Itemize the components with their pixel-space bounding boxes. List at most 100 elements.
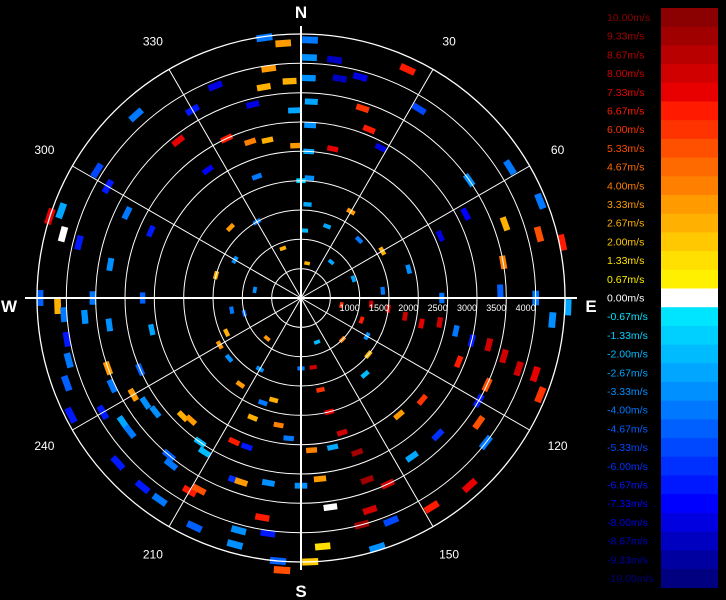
echo-gate-98	[472, 415, 486, 430]
echo-gate-104	[405, 450, 419, 463]
echo-gate-19	[261, 136, 274, 145]
colorbar-label-29: -9.33m/s	[607, 554, 648, 566]
colorbar-label-10: 3.33m/s	[607, 199, 644, 211]
echo-gate-146	[273, 421, 284, 429]
echo-gate-129	[185, 520, 203, 533]
colorbar-label-0: 10.00m/s	[607, 12, 650, 24]
azimuth-label-330: 330	[143, 34, 163, 48]
range-label-3000: 3000	[457, 303, 477, 313]
colorbar-swatch-30	[661, 569, 718, 589]
echo-gate-113	[336, 428, 348, 437]
echo-gate-117	[323, 503, 338, 512]
range-label-2000: 2000	[398, 303, 418, 313]
echo-gate-119	[314, 542, 331, 551]
colorbar-label-5: 6.67m/s	[607, 106, 644, 118]
echo-gate-147	[257, 398, 268, 407]
echo-gate-32	[411, 102, 427, 116]
echo-gate-156	[405, 264, 413, 275]
echo-gate-111	[368, 542, 386, 554]
azimuth-label-60: 60	[551, 143, 565, 157]
colorbar-label-12: 2.00m/s	[607, 236, 644, 248]
range-label-1000: 1000	[340, 303, 360, 313]
echo-gate-124	[283, 435, 295, 442]
echo-gate-9	[288, 107, 301, 114]
echo-gate-174	[263, 334, 271, 342]
echo-gate-151	[360, 369, 370, 379]
echo-gate-51	[74, 234, 84, 251]
colorbar-label-3: 8.00m/s	[607, 68, 644, 80]
echo-gate-173	[313, 339, 321, 345]
colorbar-label-2: 8.67m/s	[607, 49, 644, 61]
colorbar-label-25: -6.67m/s	[607, 480, 648, 492]
colorbar-label-20: -3.33m/s	[607, 386, 648, 398]
echo-gate-103	[393, 409, 405, 421]
echo-gate-63	[60, 374, 73, 392]
echo-gate-31	[374, 142, 388, 154]
echo-gate-160	[322, 223, 332, 230]
echo-gate-14	[326, 55, 343, 65]
colorbar-label-24: -6.00m/s	[607, 461, 648, 473]
colorbar-swatch-16	[661, 307, 718, 327]
echo-gate-6	[304, 175, 315, 181]
azimuth-line-300	[72, 165, 302, 299]
echo-gate-110	[362, 504, 378, 516]
colorbar-swatch-22	[661, 419, 718, 439]
colorbar-swatch-11	[661, 213, 718, 233]
echo-gate-126	[230, 525, 247, 536]
echo-gate-34	[128, 107, 145, 123]
velocity-colorbar: 10.00m/s 9.33m/s 8.67m/s 8.00m/s 7.33m/s 6.67…	[607, 8, 718, 589]
echo-gate-12	[275, 39, 292, 48]
range-label-4000: 4000	[516, 303, 536, 313]
colorbar-label-23: -5.33m/s	[607, 442, 648, 454]
colorbar-swatch-12	[661, 232, 718, 252]
echo-gate-165	[229, 306, 235, 315]
colorbar-swatch-24	[661, 456, 718, 476]
colorbar-swatch-14	[661, 269, 718, 289]
colorbar-label-7: 5.33m/s	[607, 143, 644, 155]
colorbar-swatch-15	[661, 288, 718, 308]
echo-gate-135	[110, 454, 126, 471]
echo-gate-83	[401, 311, 409, 322]
echo-gate-28	[251, 172, 263, 181]
range-label-2500: 2500	[428, 303, 448, 313]
echo-gate-48	[55, 202, 68, 220]
colorbar-label-8: 4.67m/s	[607, 162, 644, 174]
echo-gate-92	[548, 311, 557, 329]
echo-gate-60	[54, 298, 62, 315]
azimuth-label-300: 300	[34, 143, 54, 157]
azimuth-label-120: 120	[548, 439, 568, 453]
echo-gate-116	[309, 364, 318, 370]
range-label-3500: 3500	[486, 303, 506, 313]
range-label-1500: 1500	[369, 303, 389, 313]
azimuth-line-330	[168, 69, 302, 299]
echo-gate-80	[247, 413, 259, 422]
echo-gate-102	[461, 477, 478, 494]
echo-gate-24	[207, 80, 224, 92]
echo-gate-78	[261, 478, 276, 487]
colorbar-label-11: 2.67m/s	[607, 218, 644, 230]
colorbar-swatch-26	[661, 494, 718, 514]
echo-gate-175	[252, 286, 258, 294]
echo-gate-53	[106, 257, 115, 272]
echo-gate-91	[529, 365, 541, 383]
colorbar-label-15: 0.00m/s	[607, 293, 644, 305]
echo-gate-89	[499, 348, 509, 364]
echo-gate-50	[57, 225, 69, 243]
compass-south-label: S	[295, 582, 306, 600]
colorbar-swatch-19	[661, 363, 718, 383]
colorbar-swatch-5	[661, 101, 718, 121]
echo-gate-29	[332, 74, 348, 83]
echo-gate-171	[327, 258, 335, 266]
colorbar-swatch-7	[661, 138, 718, 158]
echo-gate-0	[302, 36, 318, 44]
echo-gate-38	[499, 216, 511, 232]
echo-gate-21	[355, 103, 370, 114]
colorbar-label-16: -0.67m/s	[607, 311, 648, 323]
colorbar-label-27: -8.00m/s	[607, 517, 648, 529]
echo-gate-33	[171, 134, 186, 148]
echo-gate-4	[304, 122, 317, 129]
echo-gate-90	[513, 360, 524, 377]
echo-gate-96	[534, 386, 547, 404]
echo-gate-172	[339, 301, 344, 309]
colorbar-label-1: 9.33m/s	[607, 31, 644, 43]
